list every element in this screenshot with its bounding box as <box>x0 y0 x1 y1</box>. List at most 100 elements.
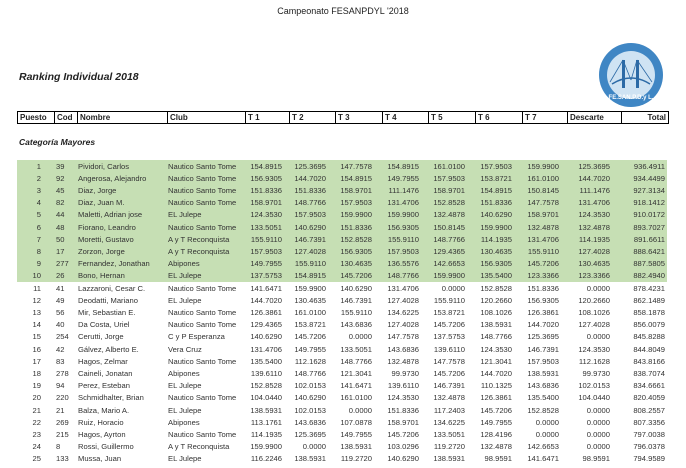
cell-t5: 147.7578 <box>433 356 465 366</box>
cell-puesto: 1 <box>36 161 41 171</box>
cell-t5: 119.2720 <box>433 442 465 452</box>
cell-t1: 116.2246 <box>250 454 282 464</box>
cell-t2: 130.4635 <box>294 295 326 305</box>
cell-t7: 146.7391 <box>527 344 559 354</box>
cell-t6: 124.3530 <box>480 344 512 354</box>
cell-t5: 158.9701 <box>433 185 465 195</box>
cell-t2: 0.0000 <box>302 442 326 452</box>
cell-t6: 145.7206 <box>480 405 512 415</box>
cell-t7: 147.7578 <box>527 198 559 208</box>
cell-total: 843.8166 <box>633 356 665 366</box>
header-puesto: Puesto <box>20 113 47 122</box>
cell-nombre: Perez, Esteban <box>78 381 130 391</box>
header-club: Club <box>167 112 245 123</box>
cell-puesto: 20 <box>32 393 41 403</box>
cell-t7: 152.8528 <box>527 405 559 415</box>
cell-cod: 45 <box>56 185 65 195</box>
cell-puesto: 8 <box>36 246 41 256</box>
cell-t7: 161.0100 <box>527 173 559 183</box>
cell-club: EL Julepe <box>168 405 202 415</box>
cell-t6: 130.4635 <box>480 246 512 256</box>
cell-t1: 104.0440 <box>250 393 282 403</box>
cell-total: 844.8049 <box>633 344 665 354</box>
cell-t1: 126.3861 <box>250 307 282 317</box>
header-t4: T 4 <box>382 112 428 123</box>
cell-t1: 156.9305 <box>250 173 282 183</box>
cell-t1: 158.9701 <box>250 198 282 208</box>
cell-t4: 140.6290 <box>387 454 419 464</box>
header-nombre: Nombre <box>77 112 167 123</box>
cell-t5: 161.0100 <box>433 161 465 171</box>
cell-descarte: 132.4878 <box>578 222 610 232</box>
cell-total: 820.4059 <box>633 393 665 403</box>
cell-descarte: 0.0000 <box>586 429 610 439</box>
table-row: 18 278 Caineli, Jonatan Abipones 139.6110 148… <box>17 368 667 380</box>
table-row: 22 269 Ruiz, Horacio Abipones 113.1761 143.68… <box>17 417 667 429</box>
cell-t6: 114.1935 <box>480 234 512 244</box>
cell-t5: 137.5753 <box>433 332 465 342</box>
cell-cod: 277 <box>56 259 69 269</box>
cell-t5: 117.2403 <box>433 405 465 415</box>
cell-total: 878.4231 <box>633 283 665 293</box>
cell-puesto: 7 <box>36 234 41 244</box>
cell-t1: 135.5400 <box>250 356 282 366</box>
cell-cod: 133 <box>56 454 69 464</box>
cell-club: EL Julepe <box>168 210 202 220</box>
cell-total: 893.7027 <box>633 222 665 232</box>
cell-nombre: Fiorano, Leandro <box>78 222 136 232</box>
cell-club: Nautico Santo Tome <box>168 198 237 208</box>
cell-nombre: Da Costa, Uriel <box>78 320 130 330</box>
cell-descarte: 0.0000 <box>586 442 610 452</box>
cell-cod: 49 <box>56 295 65 305</box>
cell-t4: 155.9110 <box>387 234 419 244</box>
cell-total: 858.1878 <box>633 307 665 317</box>
cell-total: 927.3134 <box>633 185 665 195</box>
cell-t7: 155.9110 <box>527 246 559 256</box>
cell-t5: 138.5931 <box>433 454 465 464</box>
cell-t3: 159.9900 <box>340 210 372 220</box>
cell-cod: 278 <box>56 368 69 378</box>
cell-total: 808.2557 <box>633 405 665 415</box>
cell-t6: 144.7020 <box>480 368 512 378</box>
cell-nombre: Caineli, Jonatan <box>78 368 133 378</box>
cell-descarte: 104.0440 <box>578 393 610 403</box>
cell-t3: 161.0100 <box>340 393 372 403</box>
cell-t6: 108.1026 <box>480 307 512 317</box>
cell-club: Nautico Santo Tome <box>168 393 237 403</box>
cell-total: 838.7074 <box>633 368 665 378</box>
cell-t1: 149.7955 <box>250 259 282 269</box>
table-row: 10 26 Bono, Hernan EL Julepe 137.5753 154.891… <box>17 270 667 282</box>
cell-descarte: 131.4706 <box>578 198 610 208</box>
cell-t5: 139.6110 <box>433 344 465 354</box>
cell-t2: 159.9900 <box>294 283 326 293</box>
cell-club: Abipones <box>168 259 200 269</box>
cell-t7: 156.9305 <box>527 295 559 305</box>
cell-t3: 149.7955 <box>340 429 372 439</box>
table-row: 6 48 Fiorano, Leandro Nautico Santo Tome 133… <box>17 222 667 234</box>
cell-descarte: 144.7020 <box>578 173 610 183</box>
cell-t7: 123.3366 <box>527 271 559 281</box>
cell-t4: 159.9900 <box>387 210 419 220</box>
cell-puesto: 14 <box>32 320 41 330</box>
cell-t7: 143.6836 <box>527 381 559 391</box>
cell-descarte: 102.0153 <box>578 381 610 391</box>
cell-puesto: 17 <box>32 356 41 366</box>
table-row: 20 220 Schmidhalter, Brian Nautico Santo To… <box>17 392 667 404</box>
cell-t5: 145.7206 <box>433 320 465 330</box>
cell-nombre: Rossi, Guillermo <box>78 442 134 452</box>
cell-club: Nautico Santo Tome <box>168 173 237 183</box>
cell-cod: 39 <box>56 161 65 171</box>
cell-t4: 157.9503 <box>387 246 419 256</box>
cell-descarte: 0.0000 <box>586 283 610 293</box>
cell-descarte: 125.3695 <box>578 161 610 171</box>
cell-t3: 140.6290 <box>340 283 372 293</box>
cell-total: 807.3356 <box>633 417 665 427</box>
cell-cod: 56 <box>56 307 65 317</box>
cell-t4: 99.9730 <box>391 368 419 378</box>
cell-t6: 154.8915 <box>480 185 512 195</box>
cell-cod: 41 <box>56 283 65 293</box>
cell-t2: 143.6836 <box>294 417 326 427</box>
cell-descarte: 112.1628 <box>578 356 610 366</box>
cell-descarte: 124.3530 <box>578 344 610 354</box>
cell-cod: 48 <box>56 222 65 232</box>
